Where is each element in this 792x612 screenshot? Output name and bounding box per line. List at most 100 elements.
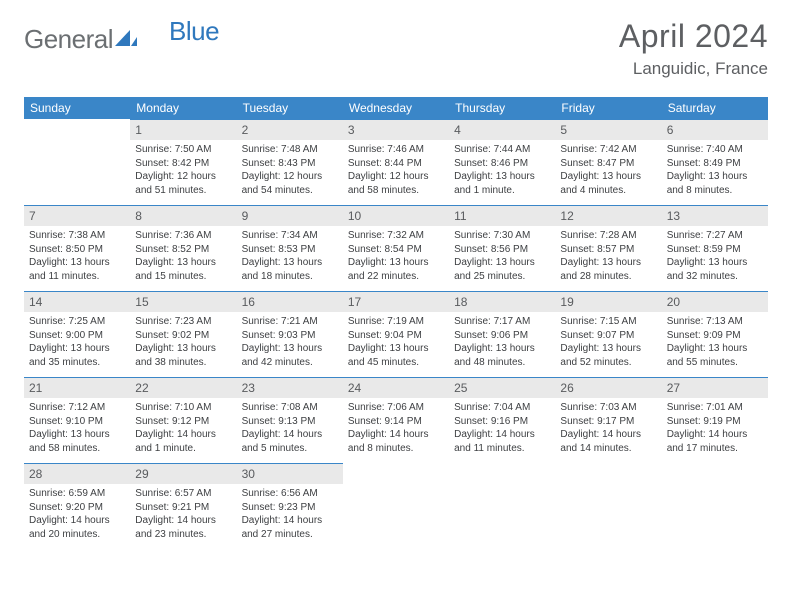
sunrise-text: Sunrise: 6:56 AM — [242, 487, 338, 501]
day-content: Sunrise: 7:34 AMSunset: 8:53 PMDaylight:… — [237, 226, 343, 288]
day-number: 5 — [555, 119, 661, 140]
day-number: 4 — [449, 119, 555, 140]
calendar-week-row: 14Sunrise: 7:25 AMSunset: 9:00 PMDayligh… — [24, 291, 768, 377]
day-content: Sunrise: 7:30 AMSunset: 8:56 PMDaylight:… — [449, 226, 555, 288]
sunrise-text: Sunrise: 7:32 AM — [348, 229, 444, 243]
day-number: 1 — [130, 119, 236, 140]
daylight-text: Daylight: 13 hours and 48 minutes. — [454, 342, 550, 369]
day-content: Sunrise: 7:40 AMSunset: 8:49 PMDaylight:… — [662, 140, 768, 202]
day-content: Sunrise: 6:56 AMSunset: 9:23 PMDaylight:… — [237, 484, 343, 546]
sunrise-text: Sunrise: 7:19 AM — [348, 315, 444, 329]
calendar-day-cell: 5Sunrise: 7:42 AMSunset: 8:47 PMDaylight… — [555, 119, 661, 205]
sunset-text: Sunset: 8:57 PM — [560, 243, 656, 257]
sunset-text: Sunset: 8:46 PM — [454, 157, 550, 171]
day-content: Sunrise: 7:32 AMSunset: 8:54 PMDaylight:… — [343, 226, 449, 288]
calendar-day-cell: 17Sunrise: 7:19 AMSunset: 9:04 PMDayligh… — [343, 291, 449, 377]
sunset-text: Sunset: 8:42 PM — [135, 157, 231, 171]
calendar-day-cell — [449, 463, 555, 549]
daylight-text: Daylight: 13 hours and 22 minutes. — [348, 256, 444, 283]
calendar-day-cell: 24Sunrise: 7:06 AMSunset: 9:14 PMDayligh… — [343, 377, 449, 463]
day-content: Sunrise: 7:25 AMSunset: 9:00 PMDaylight:… — [24, 312, 130, 374]
daylight-text: Daylight: 14 hours and 5 minutes. — [242, 428, 338, 455]
sunset-text: Sunset: 9:09 PM — [667, 329, 763, 343]
header-bar: General Blue April 2024 Languidic, Franc… — [24, 18, 768, 79]
location-label: Languidic, France — [619, 59, 768, 79]
day-content: Sunrise: 7:46 AMSunset: 8:44 PMDaylight:… — [343, 140, 449, 202]
sunset-text: Sunset: 9:12 PM — [135, 415, 231, 429]
calendar-day-cell — [555, 463, 661, 549]
calendar-day-cell — [343, 463, 449, 549]
daylight-text: Daylight: 13 hours and 4 minutes. — [560, 170, 656, 197]
page-title: April 2024 — [619, 18, 768, 55]
calendar-day-cell: 14Sunrise: 7:25 AMSunset: 9:00 PMDayligh… — [24, 291, 130, 377]
sunset-text: Sunset: 9:21 PM — [135, 501, 231, 515]
calendar-table: Sunday Monday Tuesday Wednesday Thursday… — [24, 97, 768, 549]
daylight-text: Daylight: 14 hours and 23 minutes. — [135, 514, 231, 541]
sunrise-text: Sunrise: 7:13 AM — [667, 315, 763, 329]
day-number: 18 — [449, 291, 555, 312]
daylight-text: Daylight: 13 hours and 52 minutes. — [560, 342, 656, 369]
day-content: Sunrise: 7:28 AMSunset: 8:57 PMDaylight:… — [555, 226, 661, 288]
sunset-text: Sunset: 9:10 PM — [29, 415, 125, 429]
sunrise-text: Sunrise: 7:38 AM — [29, 229, 125, 243]
sunset-text: Sunset: 8:52 PM — [135, 243, 231, 257]
calendar-day-cell: 12Sunrise: 7:28 AMSunset: 8:57 PMDayligh… — [555, 205, 661, 291]
daylight-text: Daylight: 13 hours and 28 minutes. — [560, 256, 656, 283]
sunset-text: Sunset: 8:59 PM — [667, 243, 763, 257]
weekday-header-row: Sunday Monday Tuesday Wednesday Thursday… — [24, 97, 768, 119]
calendar-day-cell: 23Sunrise: 7:08 AMSunset: 9:13 PMDayligh… — [237, 377, 343, 463]
calendar-week-row: 7Sunrise: 7:38 AMSunset: 8:50 PMDaylight… — [24, 205, 768, 291]
sunset-text: Sunset: 9:07 PM — [560, 329, 656, 343]
weekday-header: Monday — [130, 97, 236, 119]
calendar-day-cell — [24, 119, 130, 205]
day-number: 10 — [343, 205, 449, 226]
calendar-day-cell: 15Sunrise: 7:23 AMSunset: 9:02 PMDayligh… — [130, 291, 236, 377]
title-block: April 2024 Languidic, France — [619, 18, 768, 79]
day-content: Sunrise: 7:48 AMSunset: 8:43 PMDaylight:… — [237, 140, 343, 202]
sunrise-text: Sunrise: 7:28 AM — [560, 229, 656, 243]
calendar-week-row: 1Sunrise: 7:50 AMSunset: 8:42 PMDaylight… — [24, 119, 768, 205]
daylight-text: Daylight: 14 hours and 1 minute. — [135, 428, 231, 455]
day-number: 12 — [555, 205, 661, 226]
day-number: 23 — [237, 377, 343, 398]
sunrise-text: Sunrise: 7:06 AM — [348, 401, 444, 415]
day-content: Sunrise: 7:03 AMSunset: 9:17 PMDaylight:… — [555, 398, 661, 460]
daylight-text: Daylight: 12 hours and 51 minutes. — [135, 170, 231, 197]
daylight-text: Daylight: 13 hours and 15 minutes. — [135, 256, 231, 283]
calendar-day-cell: 11Sunrise: 7:30 AMSunset: 8:56 PMDayligh… — [449, 205, 555, 291]
sunrise-text: Sunrise: 7:03 AM — [560, 401, 656, 415]
sunset-text: Sunset: 9:00 PM — [29, 329, 125, 343]
day-number: 26 — [555, 377, 661, 398]
day-content: Sunrise: 7:50 AMSunset: 8:42 PMDaylight:… — [130, 140, 236, 202]
calendar-day-cell: 19Sunrise: 7:15 AMSunset: 9:07 PMDayligh… — [555, 291, 661, 377]
day-number: 21 — [24, 377, 130, 398]
day-content: Sunrise: 7:01 AMSunset: 9:19 PMDaylight:… — [662, 398, 768, 460]
calendar-day-cell: 30Sunrise: 6:56 AMSunset: 9:23 PMDayligh… — [237, 463, 343, 549]
day-number: 15 — [130, 291, 236, 312]
day-content: Sunrise: 7:38 AMSunset: 8:50 PMDaylight:… — [24, 226, 130, 288]
day-content: Sunrise: 7:21 AMSunset: 9:03 PMDaylight:… — [237, 312, 343, 374]
day-number: 17 — [343, 291, 449, 312]
day-number: 30 — [237, 463, 343, 484]
calendar-day-cell: 7Sunrise: 7:38 AMSunset: 8:50 PMDaylight… — [24, 205, 130, 291]
day-content: Sunrise: 7:23 AMSunset: 9:02 PMDaylight:… — [130, 312, 236, 374]
sunset-text: Sunset: 9:03 PM — [242, 329, 338, 343]
day-content: Sunrise: 7:36 AMSunset: 8:52 PMDaylight:… — [130, 226, 236, 288]
daylight-text: Daylight: 14 hours and 11 minutes. — [454, 428, 550, 455]
day-content: Sunrise: 7:06 AMSunset: 9:14 PMDaylight:… — [343, 398, 449, 460]
sunset-text: Sunset: 8:54 PM — [348, 243, 444, 257]
sunset-text: Sunset: 8:44 PM — [348, 157, 444, 171]
weekday-header: Friday — [555, 97, 661, 119]
day-content: Sunrise: 7:19 AMSunset: 9:04 PMDaylight:… — [343, 312, 449, 374]
weekday-header: Sunday — [24, 97, 130, 119]
sunrise-text: Sunrise: 6:59 AM — [29, 487, 125, 501]
calendar-day-cell: 27Sunrise: 7:01 AMSunset: 9:19 PMDayligh… — [662, 377, 768, 463]
daylight-text: Daylight: 13 hours and 8 minutes. — [667, 170, 763, 197]
day-number: 6 — [662, 119, 768, 140]
sunset-text: Sunset: 8:56 PM — [454, 243, 550, 257]
weekday-header: Tuesday — [237, 97, 343, 119]
sunrise-text: Sunrise: 7:23 AM — [135, 315, 231, 329]
day-content: Sunrise: 7:27 AMSunset: 8:59 PMDaylight:… — [662, 226, 768, 288]
sunset-text: Sunset: 9:02 PM — [135, 329, 231, 343]
daylight-text: Daylight: 13 hours and 38 minutes. — [135, 342, 231, 369]
